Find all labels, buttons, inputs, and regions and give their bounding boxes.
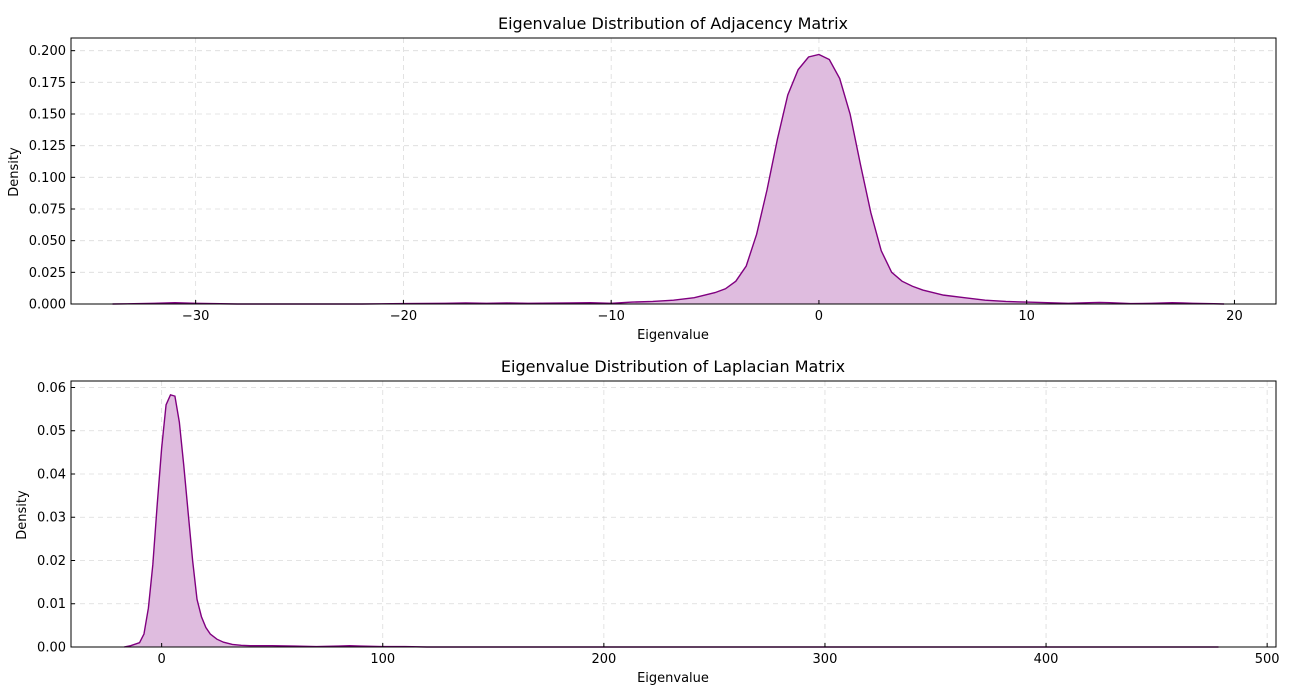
y-tick-label: 0.150: [29, 108, 66, 123]
x-tick-label: 400: [1034, 652, 1059, 667]
x-tick-label: 300: [813, 652, 838, 667]
x-tick-label: 0: [158, 652, 166, 667]
y-axis: 0.00 0.01 0.02 0.03 0.04 0.05 0.06: [37, 381, 75, 656]
grid: [71, 381, 1276, 648]
x-tick-label: 20: [1226, 309, 1243, 324]
x-tick-label: 200: [591, 652, 616, 667]
y-tick-label: 0.025: [29, 266, 66, 281]
chart-title: Eigenvalue Distribution of Laplacian Mat…: [501, 357, 845, 376]
adjacency-chart: Eigenvalue Distribution of Adjacency Mat…: [7, 14, 1277, 343]
x-axis-label: Eigenvalue: [637, 328, 709, 343]
plot-frame: [70, 37, 1277, 305]
chart-title: Eigenvalue Distribution of Adjacency Mat…: [498, 14, 848, 33]
y-tick-label: 0.00: [37, 641, 66, 656]
y-tick-label: 0.075: [29, 203, 66, 218]
y-axis-label: Density: [7, 147, 22, 197]
x-tick-label: 100: [370, 652, 395, 667]
density-area: [112, 54, 1225, 304]
y-tick-label: 0.03: [37, 511, 66, 526]
y-tick-label: 0.000: [29, 298, 66, 313]
density-area: [124, 394, 1219, 647]
x-tick-label: 10: [1018, 309, 1035, 324]
density-line: [123, 393, 1219, 648]
y-axis-label: Density: [15, 490, 30, 540]
y-axis: 0.000 0.025 0.050 0.075 0.100 0.125 0.150 0.175…: [29, 44, 75, 313]
y-tick-label: 0.050: [29, 234, 66, 249]
x-tick-label: 0: [815, 309, 823, 324]
y-tick-label: 0.04: [37, 467, 66, 482]
x-axis: 0 100 200 300 400 500: [158, 643, 1280, 667]
plot-frame: [70, 380, 1277, 648]
x-axis-label: Eigenvalue: [637, 671, 709, 686]
density-line: [112, 53, 1225, 305]
y-tick-label: 0.200: [29, 44, 66, 59]
y-tick-label: 0.01: [37, 597, 66, 612]
x-tick-label: −30: [182, 309, 209, 324]
y-tick-label: 0.02: [37, 554, 66, 569]
x-tick-label: −10: [597, 309, 624, 324]
y-tick-label: 0.06: [37, 381, 66, 396]
y-tick-label: 0.05: [37, 424, 66, 439]
y-tick-label: 0.125: [29, 139, 66, 154]
laplacian-chart: Eigenvalue Distribution of Laplacian Mat…: [15, 357, 1280, 686]
grid: [71, 38, 1276, 305]
x-tick-label: 500: [1255, 652, 1280, 667]
y-tick-label: 0.175: [29, 76, 66, 91]
y-tick-label: 0.100: [29, 171, 66, 186]
x-tick-label: −20: [390, 309, 417, 324]
x-axis: −30 −20 −10 0 10 20: [182, 300, 1243, 324]
